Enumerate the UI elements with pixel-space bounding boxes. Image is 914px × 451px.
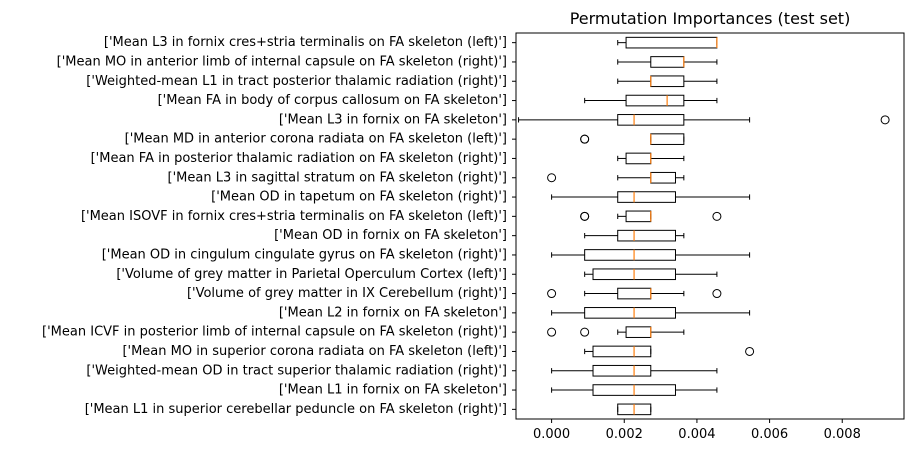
y-tick-label: ['Volume of grey matter in IX Cerebellum… — [187, 286, 507, 301]
box-plot-16 — [547, 326, 685, 338]
x-tick-label: 0.000 — [533, 427, 570, 442]
outlier-point — [712, 211, 722, 221]
box-plot-2 — [617, 56, 718, 68]
outlier-point — [580, 134, 590, 144]
y-tick-label: ['Mean ISOVF in fornix cres+stria termin… — [81, 209, 507, 224]
box-plot-15 — [551, 307, 751, 319]
box-plot-7 — [617, 152, 685, 165]
box-plot-18 — [551, 364, 718, 377]
x-tick-label: 0.008 — [824, 427, 861, 442]
x-tick-label: 0.006 — [751, 427, 788, 442]
outlier-point — [580, 327, 590, 337]
y-tick-label: ['Mean OD in cingulum cingulate gyrus on… — [102, 247, 507, 262]
box-plot-12 — [551, 249, 751, 261]
box-plot-13 — [584, 268, 718, 281]
y-tick-label: ['Mean ICVF in posterior limb of interna… — [42, 325, 507, 340]
box-plot-5 — [518, 114, 890, 126]
outlier-point — [745, 346, 755, 356]
outlier-point — [580, 211, 590, 221]
y-tick-label: ['Mean L1 in superior cerebellar peduncl… — [85, 402, 507, 417]
y-tick-label: ['Mean OD in tapetum on FA skeleton (rig… — [211, 190, 507, 205]
iqr-box — [617, 287, 652, 300]
y-tick-label: ['Mean MO in superior corona radiata on … — [122, 344, 507, 359]
iqr-box — [584, 249, 676, 261]
box-plot-19 — [551, 384, 718, 396]
y-tick-label: ['Weighted-mean L1 in tract posterior th… — [86, 74, 507, 89]
box-plot-20 — [617, 403, 652, 416]
y-tick-label: ['Mean L3 in fornix cres+stria terminali… — [104, 35, 507, 50]
box-plot-11 — [584, 229, 685, 242]
x-tick-label: 0.002 — [606, 427, 643, 442]
outlier-point — [712, 289, 722, 299]
iqr-box — [592, 364, 652, 377]
y-axis: ['Mean L3 in fornix cres+stria terminali… — [42, 35, 516, 417]
iqr-box — [625, 36, 718, 49]
box-plot-4 — [584, 94, 718, 107]
iqr-box — [625, 94, 685, 107]
iqr-box — [625, 152, 652, 165]
iqr-box — [592, 345, 652, 358]
y-tick-label: ['Mean MD in anterior corona radiata on … — [125, 132, 507, 147]
box-plot-17 — [584, 345, 755, 358]
y-tick-label: ['Mean L1 in fornix on FA skeleton'] — [279, 383, 507, 398]
plot-frame — [515, 32, 905, 420]
box-plot-1 — [617, 36, 718, 49]
y-tick-label: ['Mean L3 in fornix on FA skeleton'] — [279, 112, 507, 127]
x-tick-label: 0.004 — [678, 427, 715, 442]
outlier-point — [880, 115, 890, 125]
chart-marks — [518, 36, 890, 416]
box-plot-8 — [547, 171, 685, 184]
box-plot-3 — [617, 75, 718, 88]
y-tick-label: ['Mean L2 in fornix on FA skeleton'] — [279, 305, 507, 320]
iqr-box — [650, 75, 685, 88]
box-plot-10 — [580, 210, 722, 223]
outlier-point — [547, 327, 557, 337]
iqr-box — [617, 229, 676, 242]
y-tick-label: ['Mean FA in body of corpus callosum on … — [158, 93, 507, 108]
y-tick-label: ['Mean MO in anterior limb of internal c… — [57, 54, 507, 69]
y-tick-label: ['Weighted-mean OD in tract superior tha… — [86, 363, 507, 378]
box-plot-6 — [580, 133, 685, 145]
iqr-box — [650, 56, 685, 68]
iqr-box — [625, 210, 652, 223]
iqr-box — [617, 114, 685, 126]
box-plot-9 — [551, 191, 751, 203]
iqr-box — [650, 171, 676, 184]
y-tick-label: ['Mean L3 in sagittal stratum on FA skel… — [168, 170, 508, 185]
outlier-point — [547, 173, 557, 183]
iqr-box — [617, 191, 676, 203]
y-tick-label: ['Mean OD in fornix on FA skeleton'] — [274, 228, 507, 243]
iqr-box — [625, 326, 652, 338]
y-tick-label: ['Mean FA in posterior thalamic radiatio… — [91, 151, 507, 166]
box-plot-14 — [547, 287, 722, 300]
iqr-box — [584, 307, 676, 319]
x-axis: 0.000 0.002 0.004 0.006 0.008 — [533, 419, 861, 442]
iqr-box — [650, 133, 685, 145]
chart-title: Permutation Importances (test set) — [570, 9, 851, 28]
y-tick-label: ['Volume of grey matter in Parietal Oper… — [116, 267, 507, 282]
outlier-point — [547, 289, 557, 299]
